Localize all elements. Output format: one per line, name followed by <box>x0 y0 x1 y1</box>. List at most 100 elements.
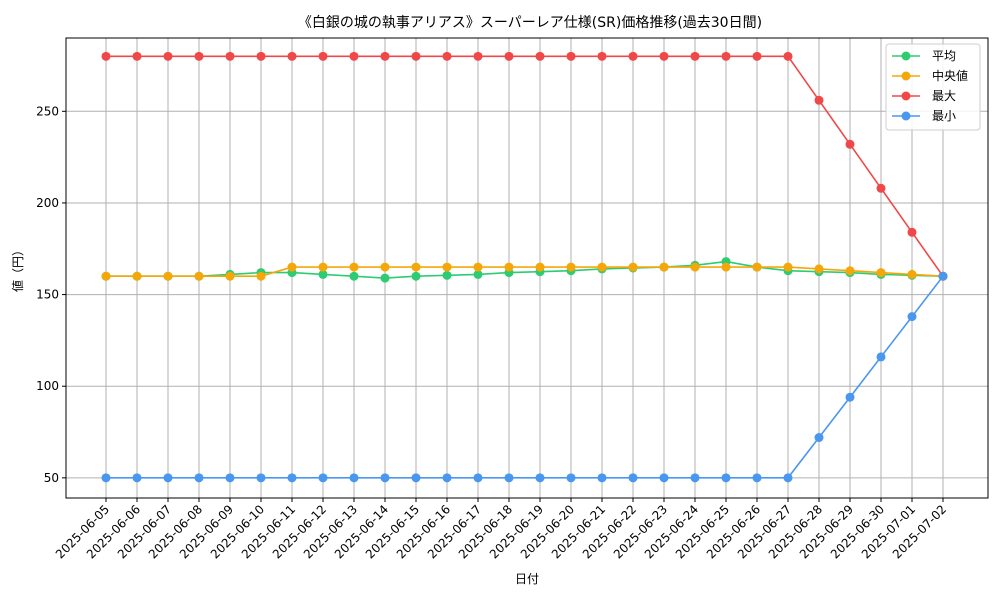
data-point <box>411 51 421 61</box>
series-4 <box>101 271 948 483</box>
data-point <box>907 312 917 322</box>
data-point <box>473 262 483 272</box>
data-point <box>504 51 514 61</box>
data-point <box>225 271 235 281</box>
data-point <box>876 183 886 193</box>
y-axis: 50 100 150 200 250 <box>36 104 66 485</box>
data-point <box>535 51 545 61</box>
y-axis-label: 値（円） <box>10 244 25 292</box>
data-point <box>225 473 235 483</box>
data-point <box>597 473 607 483</box>
data-point <box>380 273 390 283</box>
data-point <box>721 262 731 272</box>
y-tick-label: 150 <box>36 288 59 302</box>
data-point <box>473 269 483 279</box>
data-point <box>752 262 762 272</box>
data-point <box>566 51 576 61</box>
data-point <box>380 262 390 272</box>
data-point <box>101 271 111 281</box>
legend-item[interactable]: 最小 <box>892 109 956 123</box>
x-axis-label: 日付 <box>515 572 539 586</box>
data-point <box>101 473 111 483</box>
data-point <box>473 51 483 61</box>
data-point <box>380 473 390 483</box>
plot-frame <box>65 37 989 499</box>
data-point <box>628 51 638 61</box>
series-line <box>106 275 944 479</box>
data-point <box>349 262 359 272</box>
data-point <box>163 271 173 281</box>
series-line <box>106 55 944 277</box>
chart-title: 《白銀の城の執事アリアス》スーパーレア仕様(SR)価格推移(過去30日間) <box>298 15 762 31</box>
data-point <box>318 262 328 272</box>
legend-marker <box>901 51 911 61</box>
y-tick-label: 200 <box>36 196 59 210</box>
data-point <box>628 473 638 483</box>
data-point <box>194 271 204 281</box>
data-point <box>318 51 328 61</box>
data-point <box>814 264 824 274</box>
data-point <box>690 473 700 483</box>
legend-label: 最大 <box>932 89 956 103</box>
data-point <box>287 262 297 272</box>
series-3 <box>101 51 948 281</box>
data-point <box>256 271 266 281</box>
data-point <box>597 51 607 61</box>
series-line <box>106 266 944 278</box>
data-point <box>349 473 359 483</box>
data-point <box>318 473 328 483</box>
legend-label: 平均 <box>932 49 956 63</box>
data-point <box>535 262 545 272</box>
data-point <box>721 473 731 483</box>
legend-marker <box>901 111 911 121</box>
data-point <box>411 262 421 272</box>
data-point <box>411 271 421 281</box>
data-point <box>845 266 855 276</box>
legend-marker <box>901 91 911 101</box>
data-point <box>349 51 359 61</box>
data-point <box>194 473 204 483</box>
data-point <box>628 262 638 272</box>
legend-item[interactable]: 最大 <box>892 89 956 103</box>
data-point <box>814 433 824 443</box>
legend-label: 最小 <box>932 109 956 123</box>
data-point <box>132 51 142 61</box>
data-point <box>411 473 421 483</box>
data-point <box>256 51 266 61</box>
data-point <box>783 473 793 483</box>
data-point <box>163 473 173 483</box>
data-point <box>442 473 452 483</box>
data-point <box>287 51 297 61</box>
data-point <box>380 51 390 61</box>
data-point <box>225 51 235 61</box>
data-point <box>535 473 545 483</box>
data-point <box>938 271 948 281</box>
y-tick-label: 50 <box>44 471 59 485</box>
data-point <box>101 51 111 61</box>
data-point <box>876 268 886 278</box>
data-point <box>690 262 700 272</box>
data-point <box>752 473 762 483</box>
legend-label: 中央値 <box>932 68 968 83</box>
data-point <box>318 269 328 279</box>
data-point <box>163 51 173 61</box>
legend-item[interactable]: 平均 <box>892 49 956 63</box>
data-point <box>783 262 793 272</box>
data-point <box>783 51 793 61</box>
data-point <box>132 271 142 281</box>
series-layer <box>101 51 948 483</box>
data-point <box>845 139 855 149</box>
legend-item[interactable]: 中央値 <box>892 68 968 83</box>
data-point <box>566 473 576 483</box>
data-point <box>287 473 297 483</box>
data-point <box>907 269 917 279</box>
data-point <box>194 51 204 61</box>
data-point <box>504 473 514 483</box>
data-point <box>845 392 855 402</box>
data-point <box>349 271 359 281</box>
data-point <box>442 262 452 272</box>
legend-marker <box>901 71 911 81</box>
series-line <box>106 260 944 279</box>
